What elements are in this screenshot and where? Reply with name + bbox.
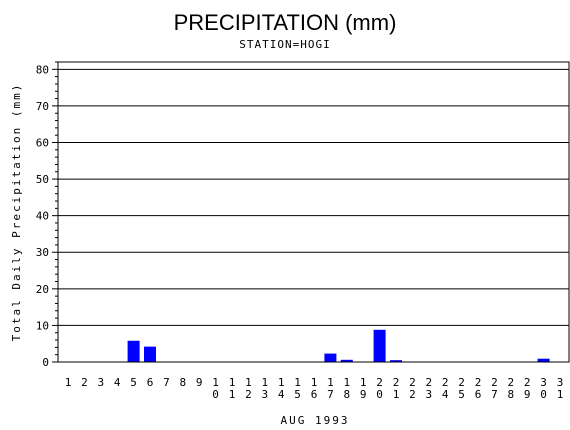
y-tick-label: 20	[36, 283, 49, 296]
x-tick-label: 3	[540, 376, 547, 389]
x-tick-label: 2	[409, 388, 416, 401]
x-tick-label: 4	[442, 388, 449, 401]
y-axis-label: Total Daily Precipitation (mm)	[10, 83, 23, 342]
chart-title: PRECIPITATION (mm)	[174, 10, 397, 35]
x-tick-label: 1	[360, 376, 367, 389]
x-tick-label: 2	[376, 376, 383, 389]
x-tick-label: 2	[442, 376, 449, 389]
x-tick-label: 2	[245, 388, 252, 401]
bars	[127, 329, 550, 362]
y-tick-label: 80	[36, 63, 49, 76]
x-tick-label: 2	[409, 376, 416, 389]
x-tick-label: 1	[261, 376, 268, 389]
y-tick-label: 40	[36, 210, 49, 223]
x-tick-label: 1	[557, 388, 564, 401]
x-tick-label: 3	[261, 388, 268, 401]
plot-frame	[57, 61, 570, 363]
bar	[390, 360, 402, 362]
x-tick-label: 8	[343, 388, 350, 401]
x-tick-label: 1	[327, 376, 334, 389]
x-tick-label: 1	[229, 376, 236, 389]
chart-subtitle: STATION=HOGI	[239, 38, 330, 51]
x-tick-label: 5	[130, 376, 137, 389]
gridlines	[58, 68, 569, 326]
x-tick-label: 2	[81, 376, 88, 389]
y-axis: 0 10 20 30 40 50 60 70 80	[36, 61, 58, 369]
x-tick-label: 1	[229, 388, 236, 401]
y-tick-label: 30	[36, 246, 49, 259]
x-tick-label: 9	[524, 388, 531, 401]
x-tick-label: 2	[393, 376, 400, 389]
x-tick-label: 1	[245, 376, 252, 389]
x-tick-label: 1	[65, 376, 72, 389]
x-axis: 1 2 3 4 5 6 7 8 9 1011121314151617181920212223242…	[65, 376, 564, 401]
x-tick-label: 7	[163, 376, 170, 389]
x-tick-label: 1	[212, 376, 219, 389]
x-tick-label: 6	[147, 376, 154, 389]
x-axis-label: AUG 1993	[281, 414, 350, 427]
x-tick-label: 1	[294, 376, 301, 389]
x-tick-label: 2	[458, 376, 465, 389]
x-tick-label: 4	[114, 376, 121, 389]
x-tick-label: 1	[311, 376, 318, 389]
x-tick-label: 2	[425, 376, 432, 389]
x-tick-label: 1	[343, 376, 350, 389]
x-tick-label: 5	[294, 388, 301, 401]
x-tick-label: 8	[179, 376, 186, 389]
x-tick-label: 8	[507, 388, 514, 401]
x-tick-label: 1	[393, 388, 400, 401]
x-tick-label: 0	[212, 388, 219, 401]
x-tick-label: 0	[540, 388, 547, 401]
x-tick-label: 2	[507, 376, 514, 389]
y-tick-label: 70	[36, 100, 49, 113]
x-tick-label: 6	[475, 388, 482, 401]
x-tick-label: 3	[557, 376, 564, 389]
x-tick-label: 9	[196, 376, 203, 389]
x-tick-label: 4	[278, 388, 285, 401]
x-tick-label: 3	[425, 388, 432, 401]
x-tick-label: 6	[311, 388, 318, 401]
x-tick-label: 7	[327, 388, 334, 401]
bar	[144, 346, 156, 362]
bar	[127, 340, 140, 362]
bar	[373, 329, 386, 362]
x-tick-label: 0	[376, 388, 383, 401]
x-tick-label: 5	[458, 388, 465, 401]
y-tick-label: 60	[36, 136, 49, 149]
bar	[324, 353, 337, 362]
y-tick-label: 0	[42, 356, 49, 369]
x-tick-label: 1	[278, 376, 285, 389]
x-tick-label: 2	[491, 376, 498, 389]
bar	[340, 359, 353, 362]
x-tick-label: 2	[475, 376, 482, 389]
x-tick-label: 2	[524, 376, 531, 389]
x-tick-label: 9	[360, 388, 367, 401]
bar	[537, 358, 550, 362]
x-tick-label: 3	[97, 376, 104, 389]
y-tick-label: 10	[36, 319, 49, 332]
x-tick-label: 7	[491, 388, 498, 401]
y-tick-label: 50	[36, 173, 49, 186]
